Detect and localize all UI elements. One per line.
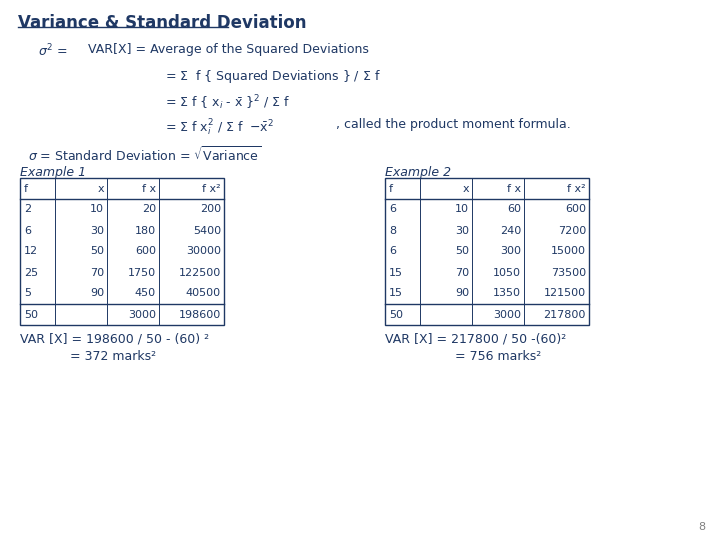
Text: 70: 70: [90, 267, 104, 278]
Text: 60: 60: [507, 205, 521, 214]
Text: = 756 marks²: = 756 marks²: [455, 350, 541, 363]
Text: 1750: 1750: [128, 267, 156, 278]
Text: 30000: 30000: [186, 246, 221, 256]
Text: f x²: f x²: [567, 184, 586, 193]
Text: 6: 6: [389, 205, 396, 214]
Text: VAR[X] = Average of the Squared Deviations: VAR[X] = Average of the Squared Deviatio…: [88, 43, 369, 56]
Text: 90: 90: [455, 288, 469, 299]
Text: 217800: 217800: [544, 309, 586, 320]
Text: 5: 5: [24, 288, 31, 299]
Text: 1050: 1050: [493, 267, 521, 278]
Text: 30: 30: [455, 226, 469, 235]
Text: = 372 marks²: = 372 marks²: [70, 350, 156, 363]
Text: 25: 25: [24, 267, 38, 278]
Text: 300: 300: [500, 246, 521, 256]
Text: 10: 10: [90, 205, 104, 214]
Text: 20: 20: [142, 205, 156, 214]
Text: 12: 12: [24, 246, 38, 256]
Text: 121500: 121500: [544, 288, 586, 299]
Text: 15: 15: [389, 267, 403, 278]
Text: 73500: 73500: [551, 267, 586, 278]
Text: = $\Sigma$ f x$_i^2$ / $\Sigma$ f  $-\bar{\rm x}^2$: = $\Sigma$ f x$_i^2$ / $\Sigma$ f $-\bar…: [165, 118, 274, 138]
Text: 198600: 198600: [179, 309, 221, 320]
Text: 6: 6: [24, 226, 31, 235]
Text: 50: 50: [389, 309, 403, 320]
Text: 8: 8: [389, 226, 396, 235]
Text: VAR [X] = 198600 / 50 - (60) ²: VAR [X] = 198600 / 50 - (60) ²: [20, 333, 209, 346]
Text: , called the product moment formula.: , called the product moment formula.: [320, 118, 571, 131]
Text: 240: 240: [500, 226, 521, 235]
Text: f x: f x: [507, 184, 521, 193]
Text: 90: 90: [90, 288, 104, 299]
Text: 50: 50: [24, 309, 38, 320]
Text: 8: 8: [698, 522, 705, 532]
Text: f x: f x: [142, 184, 156, 193]
Text: Example 2: Example 2: [385, 166, 451, 179]
Text: = $\Sigma$ f { x$_i$ - $\bar{\rm x}$ }$^2$ / $\Sigma$ f: = $\Sigma$ f { x$_i$ - $\bar{\rm x}$ }$^…: [165, 93, 290, 112]
Text: Variance & Standard Deviation: Variance & Standard Deviation: [18, 14, 307, 32]
Text: 1350: 1350: [493, 288, 521, 299]
Text: x: x: [97, 184, 104, 193]
Text: 30: 30: [90, 226, 104, 235]
Text: $\sigma^2$ =: $\sigma^2$ =: [38, 43, 68, 59]
Text: f: f: [389, 184, 393, 193]
Text: 180: 180: [135, 226, 156, 235]
Bar: [20, 178, 224, 325]
Text: 600: 600: [135, 246, 156, 256]
Text: 2: 2: [24, 205, 31, 214]
Text: 600: 600: [565, 205, 586, 214]
Text: 10: 10: [455, 205, 469, 214]
Text: f: f: [24, 184, 28, 193]
Text: 40500: 40500: [186, 288, 221, 299]
Text: Example 1: Example 1: [20, 166, 86, 179]
Text: 200: 200: [200, 205, 221, 214]
Text: 50: 50: [90, 246, 104, 256]
Text: x: x: [462, 184, 469, 193]
Text: $\sigma$ = Standard Deviation = $\sqrt{\rm Variance}$: $\sigma$ = Standard Deviation = $\sqrt{\…: [28, 145, 261, 164]
Text: 3000: 3000: [493, 309, 521, 320]
Text: 15: 15: [389, 288, 403, 299]
Text: f x²: f x²: [202, 184, 221, 193]
Text: 122500: 122500: [179, 267, 221, 278]
Text: 450: 450: [135, 288, 156, 299]
Text: 70: 70: [455, 267, 469, 278]
Bar: [385, 178, 589, 325]
Text: 5400: 5400: [193, 226, 221, 235]
Text: 3000: 3000: [128, 309, 156, 320]
Text: VAR [X] = 217800 / 50 -(60)²: VAR [X] = 217800 / 50 -(60)²: [385, 333, 566, 346]
Text: 50: 50: [455, 246, 469, 256]
Text: = $\Sigma$  f { Squared Deviations } / $\Sigma$ f: = $\Sigma$ f { Squared Deviations } / $\…: [165, 68, 381, 85]
Text: 6: 6: [389, 246, 396, 256]
Text: 7200: 7200: [558, 226, 586, 235]
Text: 15000: 15000: [551, 246, 586, 256]
